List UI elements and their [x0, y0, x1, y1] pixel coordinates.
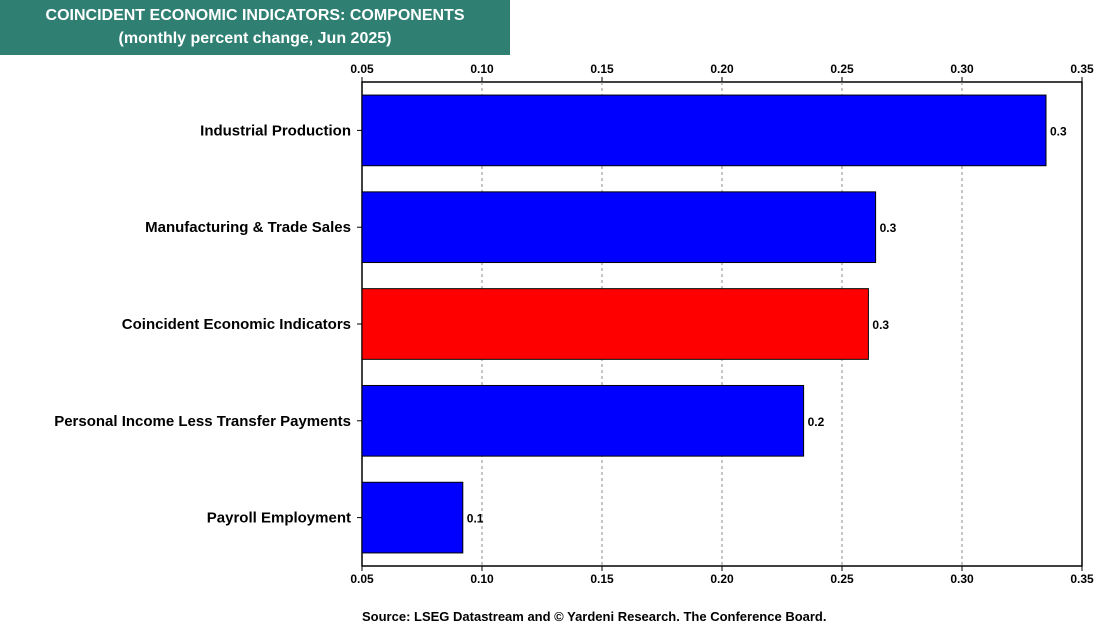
bar-value-label: 0.3: [1050, 124, 1067, 138]
x-tick-label-top: 0.25: [830, 62, 854, 76]
category-label: Manufacturing & Trade Sales: [145, 219, 351, 236]
source-note: Source: LSEG Datastream and © Yardeni Re…: [362, 609, 827, 624]
bar: [361, 94, 1047, 167]
bar: [361, 288, 869, 360]
bar-value-label: 0.2: [808, 415, 825, 429]
category-label: Coincident Economic Indicators: [122, 316, 351, 333]
chart-title-box: COINCIDENT ECONOMIC INDICATORS: COMPONEN…: [0, 0, 510, 55]
x-tick-label-bottom: 0.30: [950, 572, 974, 586]
bar: [361, 481, 464, 554]
x-tick-label-top: 0.20: [710, 62, 734, 76]
category-label: Payroll Employment: [207, 510, 351, 527]
x-tick-label-top: 0.30: [950, 62, 974, 76]
bar-value-label: 0.1: [467, 512, 484, 526]
x-tick-label-bottom: 0.25: [830, 572, 854, 586]
x-tick-label-bottom: 0.15: [590, 572, 614, 586]
x-tick-label-bottom: 0.20: [710, 572, 734, 586]
x-tick-label-top: 0.15: [590, 62, 614, 76]
chart-title: COINCIDENT ECONOMIC INDICATORS: COMPONEN…: [45, 7, 465, 24]
bar: [361, 384, 805, 457]
x-tick-label-bottom: 0.10: [470, 572, 494, 586]
x-tick-label-bottom: 0.35: [1070, 572, 1094, 586]
bar-value-label: 0.3: [880, 221, 897, 235]
bar-value-label: 0.3: [872, 318, 889, 332]
x-tick-label-bottom: 0.05: [350, 572, 374, 586]
x-tick-label-top: 0.05: [350, 62, 374, 76]
x-tick-label-top: 0.10: [470, 62, 494, 76]
bar: [361, 191, 877, 264]
x-tick-label-top: 0.35: [1070, 62, 1094, 76]
category-label: Industrial Production: [200, 122, 351, 139]
category-label: Personal Income Less Transfer Payments: [54, 413, 351, 430]
chart-subtitle: (monthly percent change, Jun 2025): [118, 30, 392, 47]
